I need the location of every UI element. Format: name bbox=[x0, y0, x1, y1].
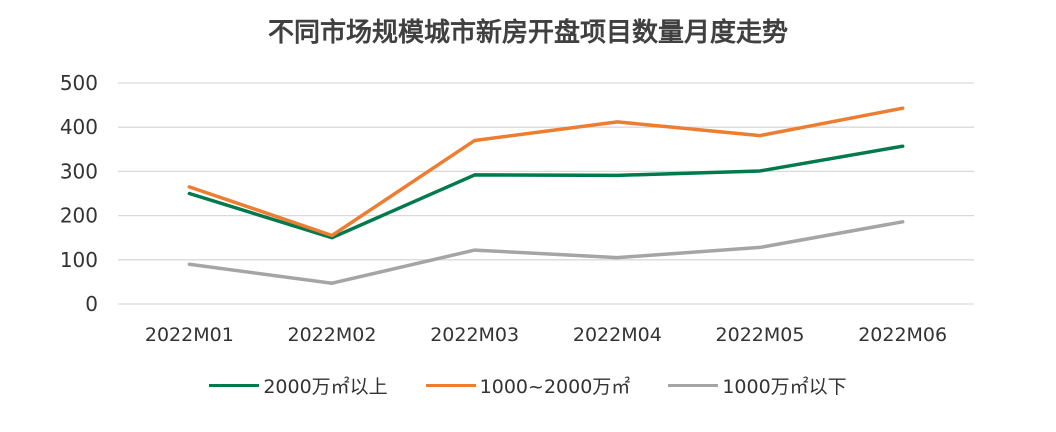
legend-item-3: 1000万㎡以下 bbox=[668, 372, 847, 399]
x-tick-label: 2022M06 bbox=[858, 324, 947, 346]
y-tick-label: 500 bbox=[60, 71, 98, 95]
y-tick-label: 200 bbox=[60, 204, 98, 228]
legend-swatch bbox=[209, 384, 260, 387]
legend: 2000万㎡以上 1000~2000万㎡ 1000万㎡以下 bbox=[0, 372, 1056, 399]
series-line-3 bbox=[187, 220, 905, 285]
chart-title: 不同市场规模城市新房开盘项目数量月度走势 bbox=[267, 18, 788, 48]
legend-swatch bbox=[425, 384, 476, 387]
legend-label: 1000~2000万㎡ bbox=[479, 376, 631, 398]
x-tick-label: 2022M05 bbox=[716, 324, 805, 346]
y-tick-label: 100 bbox=[60, 248, 98, 272]
x-tick-label: 2022M02 bbox=[288, 324, 377, 346]
y-tick-label: 300 bbox=[60, 159, 98, 183]
y-tick-label: 400 bbox=[60, 115, 98, 139]
x-axis-ticks: 2022M01 2022M02 2022M03 2022M04 2022M05 2022M… bbox=[145, 324, 947, 346]
y-axis-ticks: 0 100 200 300 400 500 bbox=[60, 71, 98, 316]
legend-label: 2000万㎡以上 bbox=[263, 376, 388, 398]
legend-label: 1000万㎡以下 bbox=[722, 376, 847, 398]
x-tick-label: 2022M03 bbox=[430, 324, 519, 346]
series-line-1 bbox=[187, 144, 905, 240]
y-tick-label: 0 bbox=[85, 292, 98, 316]
legend-item-2: 1000~2000万㎡ bbox=[425, 372, 631, 399]
legend-swatch bbox=[668, 384, 719, 387]
series-lines bbox=[187, 106, 905, 285]
legend-item-1: 2000万㎡以上 bbox=[209, 372, 388, 399]
series-line-2 bbox=[187, 106, 905, 238]
x-tick-label: 2022M01 bbox=[145, 324, 234, 346]
x-tick-label: 2022M04 bbox=[573, 324, 662, 346]
